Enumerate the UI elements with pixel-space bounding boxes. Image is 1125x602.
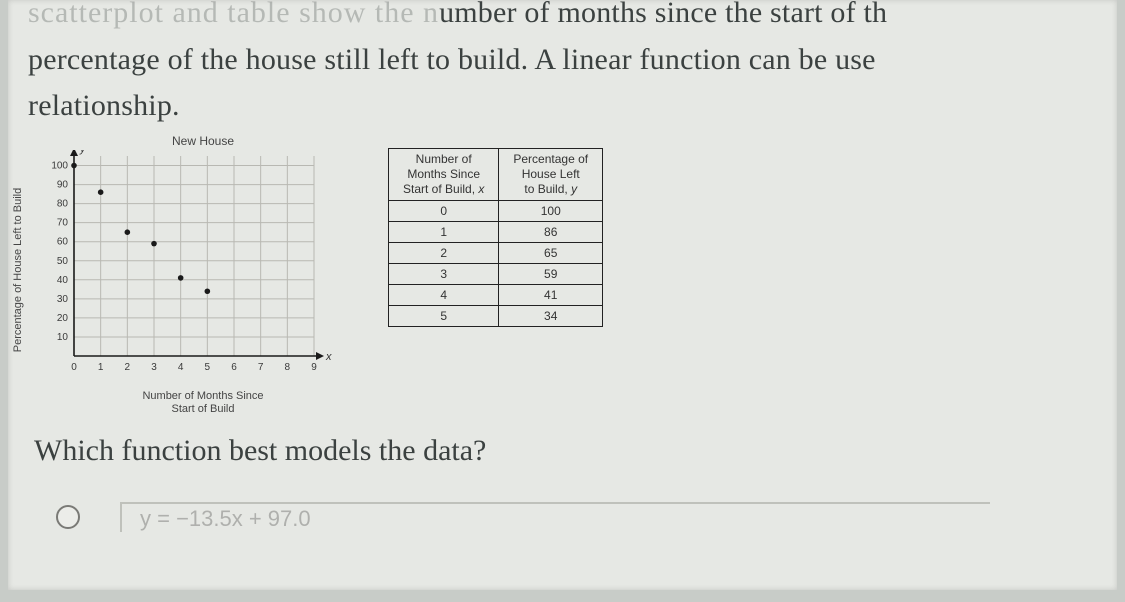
chart-xlabel-line1: Number of Months Since [142,390,263,402]
table-row: 441 [389,284,603,305]
table-cell: 34 [499,305,603,326]
problem-line2: percentage of the house still left to bu… [28,43,876,76]
table-cell: 4 [389,284,499,305]
y-axis-letter: y [79,150,87,155]
table-cell: 3 [389,263,499,284]
xtick-label: 4 [178,362,184,373]
xtick-label: 2 [125,362,131,373]
table-cell: 5 [389,305,499,326]
chart-xlabel-line2: Start of Build [172,403,235,415]
chart-ylabel: Percentage of House Left to Build [12,187,24,352]
answer-option-1-box[interactable]: y = −13.5x + 97.0 [120,502,990,532]
table-cell: 86 [499,221,603,242]
data-point [71,162,77,168]
data-point [178,275,184,281]
ytick-label: 90 [57,179,69,190]
data-point [125,229,131,235]
ytick-label: 70 [57,217,69,228]
ytick-label: 20 [57,312,69,323]
xtick-label: 6 [231,362,237,373]
table-row: 0100 [389,200,603,221]
table-cell: 65 [499,242,603,263]
data-point [205,288,211,294]
table-cell: 59 [499,263,603,284]
table-col1-header: Number ofMonths SinceStart of Build, x [389,148,499,200]
worksheet-paper: scatterplot and table show the number of… [8,0,1117,590]
table-row: 359 [389,263,603,284]
table-row: 534 [389,305,603,326]
table-cell: 0 [389,200,499,221]
ytick-label: 50 [57,255,69,266]
xtick-label: 0 [71,362,77,373]
chart-xlabel: Number of Months Since Start of Build [58,390,348,416]
question-text: Which function best models the data? [34,434,1087,468]
answer-option-1-text: y = −13.5x + 97.0 [140,506,311,532]
table-cell: 100 [499,200,603,221]
xtick-label: 5 [205,362,211,373]
ytick-label: 80 [57,198,69,209]
ytick-label: 40 [57,274,69,285]
data-point [151,240,157,246]
problem-line3: relationship. [28,89,180,122]
line1-frag: umber of months since the start of th [439,0,887,29]
chart-area: Percentage of House Left to Build yx0123… [28,150,348,390]
table-row: 265 [389,242,603,263]
chart-title: New House [58,134,348,148]
ytick-label: 10 [57,331,69,342]
problem-text: scatterplot and table show the number of… [28,0,1087,130]
line1-prefix-cutoff: scatterplot and table show the n [28,0,439,29]
xtick-label: 8 [285,362,291,373]
table-cell: 2 [389,242,499,263]
ytick-label: 100 [51,160,68,171]
radio-option-1[interactable] [56,505,80,529]
x-axis-letter: x [325,351,332,363]
table-cell: 41 [499,284,603,305]
chart-svg: y x 0 1 2 3 4 5 6 7 8 9 10 20 30 40 50 60 70 80 90 100 [28,150,348,378]
data-point [98,189,104,195]
table-row: 186 [389,221,603,242]
xtick-label: 3 [151,362,157,373]
data-table: Number ofMonths SinceStart of Build, x P… [388,148,603,327]
figure-row: New House Percentage of House Left to Bu… [28,134,1087,416]
ytick-label: 30 [57,293,69,304]
scatter-chart: New House Percentage of House Left to Bu… [28,134,348,416]
xtick-label: 1 [98,362,104,373]
table-cell: 1 [389,221,499,242]
xtick-label: 7 [258,362,264,373]
ytick-label: 60 [57,236,69,247]
xtick-label: 9 [311,362,317,373]
table-col2-header: Percentage ofHouse Leftto Build, y [499,148,603,200]
answer-option-row: y = −13.5x + 97.0 [56,502,1087,532]
